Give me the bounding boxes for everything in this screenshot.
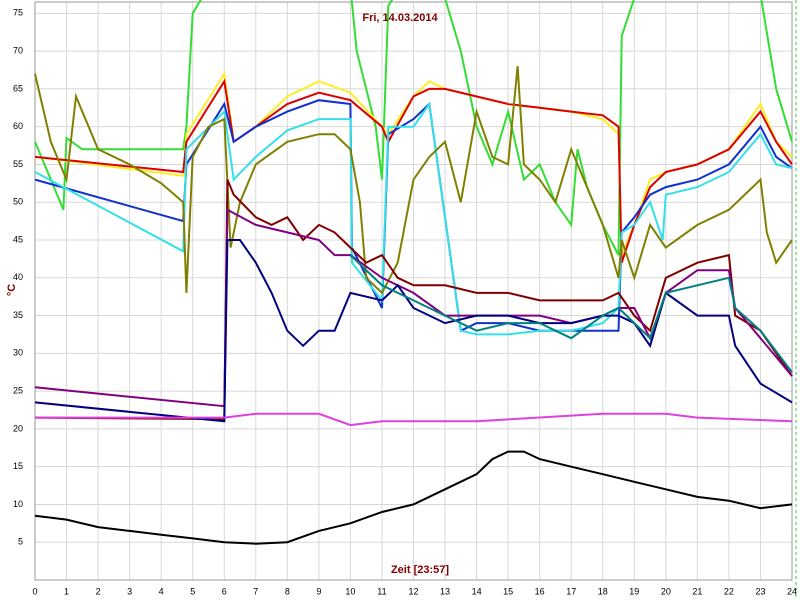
- x-tick-label: 19: [629, 586, 639, 596]
- grid: [34, 1, 793, 581]
- x-tick-label: 8: [285, 586, 290, 596]
- x-tick-label: 7: [253, 586, 258, 596]
- lines: [34, 0, 793, 545]
- x-tick-label: 2: [96, 586, 101, 596]
- x-tick-label: 23: [755, 586, 765, 596]
- series-line: [34, 179, 793, 421]
- x-tick-label: 9: [316, 586, 321, 596]
- series-line: [34, 66, 793, 295]
- x-axis-label: Zeit [23:57]: [391, 564, 449, 576]
- x-tick-label: 13: [440, 586, 450, 596]
- y-tick-label: 35: [13, 310, 23, 320]
- x-tick-label: 10: [345, 586, 355, 596]
- y-tick-label: 60: [13, 121, 23, 131]
- y-tick-label: 45: [13, 234, 23, 244]
- x-tick-label: 1: [64, 586, 69, 596]
- x-tick-label: 22: [724, 586, 734, 596]
- series-line: [35, 412, 793, 427]
- y-tick-label: 65: [13, 83, 23, 93]
- x-tick-label: 20: [661, 586, 671, 596]
- x-tick-label: 0: [32, 586, 37, 596]
- x-tick-label: 4: [159, 586, 164, 596]
- series-line: [34, 450, 793, 545]
- y-tick-label: 50: [13, 197, 23, 207]
- y-tick-label: 10: [13, 499, 23, 509]
- y-tick-label: 25: [13, 385, 23, 395]
- y-tick-label: 40: [13, 272, 23, 282]
- x-tick-label: 11: [377, 586, 386, 596]
- plot-frame: [34, 1, 793, 581]
- series-line: [349, 254, 793, 373]
- y-tick-label: 70: [13, 45, 23, 55]
- chart-title: Fri, 14.03.2014: [362, 12, 438, 24]
- x-tick-label: 24: [787, 586, 797, 596]
- x-tick-label: 5: [190, 586, 195, 596]
- x-tick-label: 6: [222, 586, 227, 596]
- x-tick-label: 17: [566, 586, 576, 596]
- series-line: [34, 239, 793, 423]
- series-line: [34, 101, 793, 336]
- x-tick-label: 14: [472, 586, 482, 596]
- x-tick-label: 12: [408, 586, 418, 596]
- y-axis-label: °C: [6, 284, 18, 296]
- series-line: [34, 0, 793, 256]
- x-tick-label: 3: [127, 586, 132, 596]
- x-tick-label: 21: [692, 586, 702, 596]
- x-tick-label: 15: [503, 586, 513, 596]
- x-tick-label: 16: [535, 586, 545, 596]
- x-tick-label: 18: [598, 586, 608, 596]
- y-tick-label: 15: [13, 461, 23, 471]
- y-tick-label: 5: [18, 537, 23, 547]
- y-tick-label: 75: [13, 8, 23, 18]
- y-tick-label: 55: [13, 159, 23, 169]
- y-tick-label: 20: [13, 423, 23, 433]
- y-tick-label: 30: [13, 348, 23, 358]
